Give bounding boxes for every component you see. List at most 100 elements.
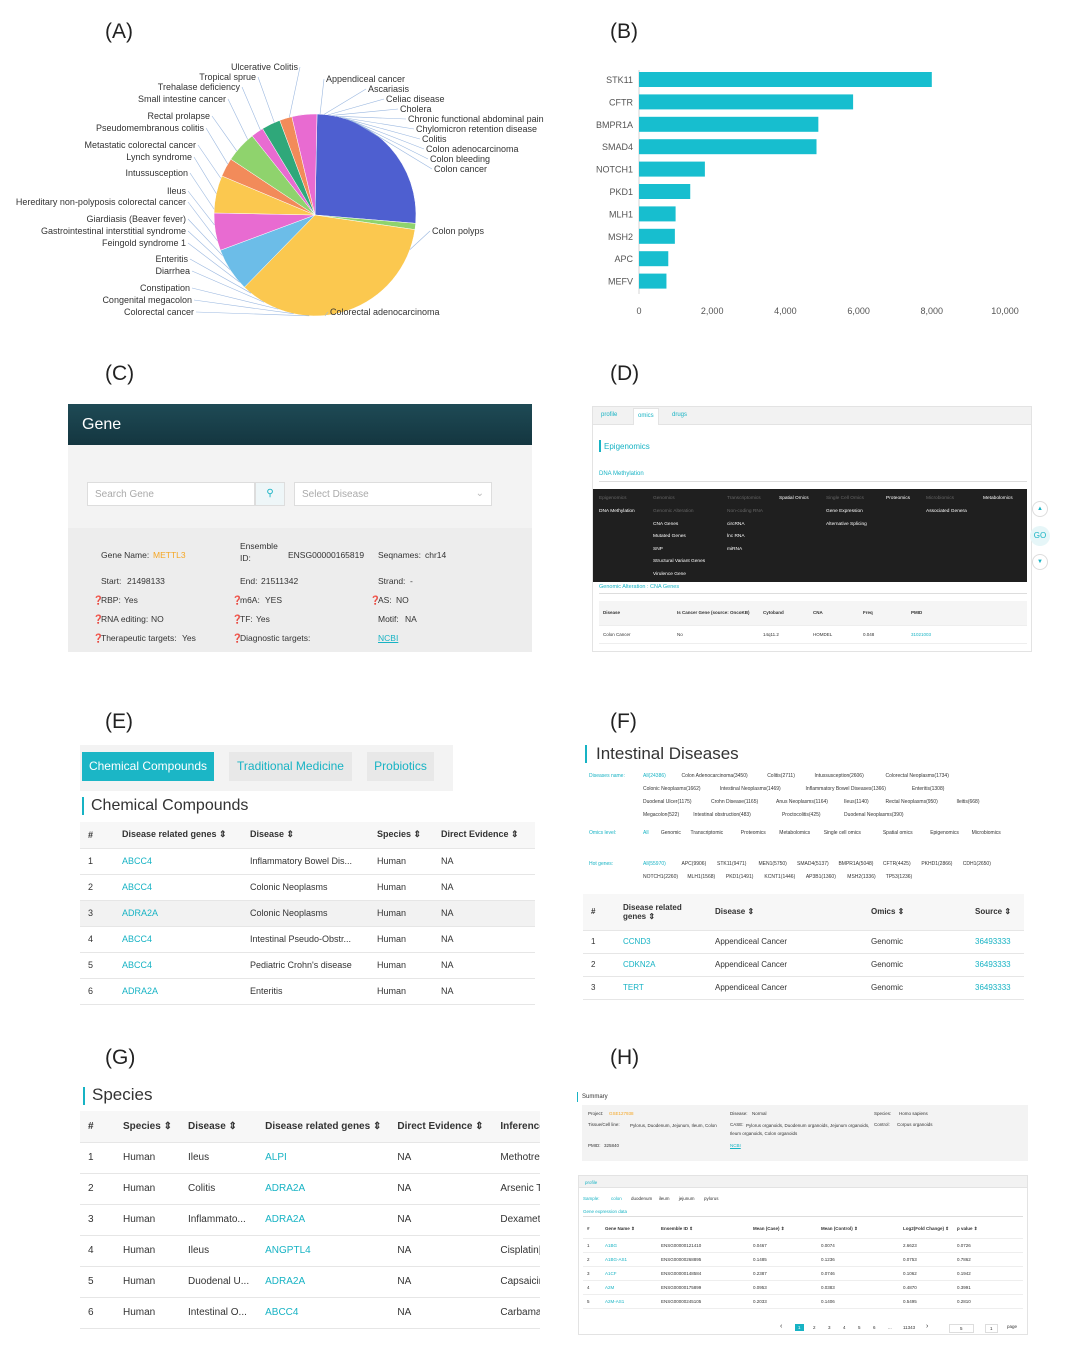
tab-chemical-compounds[interactable]: Chemical Compounds: [82, 752, 214, 781]
intestinal-cell[interactable]: CCND3: [615, 930, 707, 954]
search-icon[interactable]: ⚲: [255, 482, 285, 506]
omics-submenu-item[interactable]: Genomic Alteration: [653, 509, 694, 514]
expression-row[interactable]: 2 A1BG-AS1 ENSG00000268895 0.1485 0.1236 0.07…: [583, 1252, 1023, 1267]
col-genes[interactable]: Disease related genes ⇕: [257, 1111, 390, 1143]
compounds-cell[interactable]: ADRA2A: [114, 900, 242, 927]
intestinal-cell[interactable]: 36493333: [967, 930, 1024, 954]
ncbi-link[interactable]: NCBI: [730, 1143, 741, 1148]
filter-chip[interactable]: Microbiomics: [971, 830, 1001, 836]
filter-chip[interactable]: PKHD1(2866): [921, 861, 953, 867]
select-disease-dropdown[interactable]: Select Disease ⌄: [294, 482, 492, 506]
expression-row[interactable]: 1 A1BG ENSG00000121410 0.0467 0.0074 2.6623 0.…: [583, 1238, 1023, 1253]
filter-chip[interactable]: APC(9906): [681, 861, 707, 867]
filter-chip[interactable]: MSH2(1336): [847, 874, 876, 880]
omics-menu-item[interactable]: Proteomics: [886, 496, 910, 501]
page-size-select[interactable]: 5: [949, 1324, 974, 1333]
expression-row[interactable]: 5 A2M-AS1 ENSG00000245105 0.2033 0.1406 0.549…: [583, 1294, 1023, 1309]
omics-submenu-item[interactable]: Virulence Gene: [653, 571, 686, 577]
tab-drugs[interactable]: drugs: [672, 412, 688, 418]
filter-chip[interactable]: PKD1(1491): [725, 874, 754, 880]
goto-input[interactable]: 1: [985, 1324, 998, 1333]
filter-chip[interactable]: Transcriptomic: [690, 830, 724, 836]
col-cna[interactable]: CNA: [809, 601, 859, 626]
filter-chip[interactable]: MLH1(1568): [687, 874, 716, 880]
compounds-row[interactable]: 6 ADRA2A Enteritis Human NA: [80, 978, 535, 1005]
filter-chip[interactable]: Colon Adenocarcinoma(3450): [681, 773, 748, 779]
filter-chip[interactable]: SMAD4(5137): [797, 861, 829, 867]
species-cell[interactable]: ADRA2A: [257, 1266, 390, 1298]
omics-menu-item[interactable]: Microbiomics: [926, 496, 954, 501]
pager-page[interactable]: 6: [873, 1325, 876, 1330]
col-genes[interactable]: Disease related genes ⇕: [114, 822, 242, 849]
omics-submenu-item[interactable]: DNA Methylation: [599, 509, 635, 514]
filter-chip[interactable]: Megacolon(522): [643, 812, 680, 818]
cell-pmid[interactable]: 31021003: [907, 625, 1027, 644]
intestinal-row[interactable]: 2 CDKN2A Appendiceal Cancer Genomic 36493333: [583, 953, 1024, 977]
omics-menu-item[interactable]: Genomics: [653, 496, 675, 501]
col-ensemble-id[interactable]: Ensemble ID ⇕: [657, 1220, 749, 1239]
pager-page[interactable]: 3: [828, 1325, 831, 1330]
col-cytoband[interactable]: Cytoband: [759, 601, 809, 626]
filter-chip[interactable]: KCNT1(1446): [764, 874, 796, 880]
col-evidence[interactable]: Direct Evidence ⇕: [389, 1111, 493, 1143]
go-button[interactable]: GO: [1030, 526, 1050, 546]
compounds-row[interactable]: 3 ADRA2A Colonic Neoplasms Human NA: [80, 900, 535, 927]
filter-chip[interactable]: Epigenomics: [930, 830, 959, 836]
filter-chip[interactable]: Colorectal Neoplasms(1734): [885, 773, 949, 779]
species-row[interactable]: 1HumanIleusALPINAMethotrex: [80, 1142, 540, 1174]
filter-chip[interactable]: MEN1(5750): [758, 861, 787, 867]
col-genes[interactable]: Disease related genes ⇕: [615, 894, 707, 931]
col-log2fc[interactable]: Log2(Fold Change) ⇕: [899, 1220, 953, 1239]
omics-submenu-item[interactable]: miRNA: [727, 546, 743, 552]
col-pvalue[interactable]: p value ⇕: [953, 1220, 1023, 1239]
pager-page[interactable]: 1: [795, 1324, 804, 1331]
filter-chip[interactable]: Crohn Disease(1165): [711, 799, 759, 805]
filter-chip[interactable]: Ileus(1140): [844, 799, 869, 805]
filter-chip[interactable]: Proctocolitis(425): [781, 812, 821, 818]
omics-submenu-item[interactable]: SNP: [653, 546, 663, 552]
col-inference[interactable]: Inference: [492, 1111, 540, 1143]
expression-cell[interactable]: A2M-AS1: [601, 1294, 657, 1309]
compounds-cell[interactable]: ADRA2A: [114, 978, 242, 1005]
filter-chip[interactable]: All(55970): [643, 861, 666, 867]
col-pmid[interactable]: PMID: [907, 601, 1027, 626]
intestinal-cell[interactable]: CDKN2A: [615, 953, 707, 977]
col-evidence[interactable]: Direct Evidence ⇕: [433, 822, 535, 849]
filter-chip[interactable]: Spatial omics: [882, 830, 913, 836]
intestinal-cell[interactable]: 36493333: [967, 976, 1024, 1000]
omics-submenu-item[interactable]: Associated Genera: [926, 509, 967, 514]
tab-profile[interactable]: profile: [601, 412, 618, 418]
species-cell[interactable]: ANGPTL4: [257, 1235, 390, 1267]
expression-cell[interactable]: A1CF: [601, 1266, 657, 1281]
omics-menu-item[interactable]: Metabolomics: [983, 496, 1013, 501]
compounds-cell[interactable]: ABCC4: [114, 874, 242, 901]
filter-chip[interactable]: Intestinal Neoplasms(1469): [719, 786, 781, 792]
filter-chip[interactable]: Genomic: [660, 830, 681, 836]
filter-chip[interactable]: Anus Neoplasms(1164): [776, 799, 828, 805]
filter-chip[interactable]: TP53(1236): [885, 874, 913, 880]
filter-chip[interactable]: All(24386): [643, 773, 666, 779]
species-cell[interactable]: ADRA2A: [257, 1173, 390, 1205]
chevron-up-icon[interactable]: ▲: [1032, 501, 1048, 517]
compounds-row[interactable]: 1 ABCC4 Inflammatory Bowel Dis... Human NA: [80, 848, 535, 875]
pager-next-icon[interactable]: ›: [926, 1323, 929, 1330]
col-cancer-gene[interactable]: Is Cancer Gene (source: OncoKB): [673, 601, 759, 626]
col-disease[interactable]: Disease ⇕: [179, 1111, 258, 1143]
filter-chip[interactable]: Intestinal obstruction(483): [693, 812, 751, 818]
omics-submenu-item[interactable]: Non-coding RNA: [727, 509, 763, 514]
tab-probiotics[interactable]: Probiotics: [367, 752, 434, 781]
filter-chip[interactable]: CDH1(2650): [962, 861, 991, 867]
compounds-cell[interactable]: ABCC4: [114, 848, 242, 875]
expression-cell[interactable]: A1BG-AS1: [601, 1252, 657, 1267]
intestinal-cell[interactable]: TERT: [615, 976, 707, 1000]
intestinal-row[interactable]: 3 TERT Appendiceal Cancer Genomic 36493333: [583, 976, 1024, 1000]
compounds-row[interactable]: 4 ABCC4 Intestinal Pseudo-Obstr... Human NA: [80, 926, 535, 953]
filter-chip[interactable]: Ileitis(668): [956, 799, 980, 805]
filter-chip[interactable]: NOTCH1(2260): [643, 874, 679, 880]
filter-chip[interactable]: Intussusception(2606): [814, 773, 864, 779]
col-disease[interactable]: Disease ⇕: [242, 822, 369, 849]
col-disease[interactable]: Disease ⇕: [707, 894, 863, 931]
pager-page[interactable]: 5: [858, 1325, 861, 1330]
species-cell[interactable]: ABCC4: [257, 1297, 390, 1329]
